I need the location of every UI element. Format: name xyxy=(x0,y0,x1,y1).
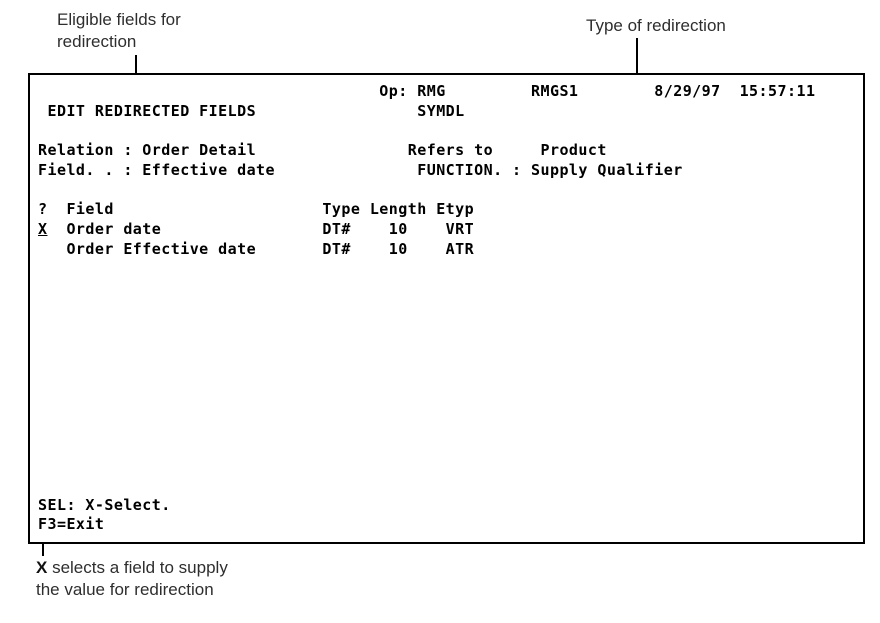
x-select-note-line2: the value for redirection xyxy=(36,580,214,599)
terminal-screen: Op: RMG RMGS1 8/29/97 15:57:11 EDIT REDI… xyxy=(28,73,865,544)
eligible-fields-label: Eligible fields for redirection xyxy=(57,9,181,53)
eligible-fields-label-line2: redirection xyxy=(57,32,137,51)
x-select-note-line1: X selects a field to supply xyxy=(36,557,228,579)
x-select-note-line1-rest: selects a field to supply xyxy=(47,558,228,577)
selected-row-text: Order date DT# 10 VRT xyxy=(47,219,475,238)
eligible-fields-label-line1: Eligible fields for xyxy=(57,10,181,29)
x-select-note: X selects a field to supply the value fo… xyxy=(36,557,228,601)
terminal-text: Op: RMG RMGS1 8/29/97 15:57:11 EDIT REDI… xyxy=(30,75,863,535)
terminal-lines-top: Op: RMG RMGS1 8/29/97 15:57:11 EDIT REDI… xyxy=(38,82,816,219)
type-of-redirection-label: Type of redirection xyxy=(586,16,726,35)
x-select-note-bold-x: X xyxy=(36,558,48,577)
selection-field[interactable]: X xyxy=(38,219,48,238)
terminal-selected-row: X Order date DT# 10 VRT xyxy=(38,220,863,240)
terminal-lines-bottom: Order Effective date DT# 10 ATR SEL: X-S… xyxy=(38,239,475,534)
